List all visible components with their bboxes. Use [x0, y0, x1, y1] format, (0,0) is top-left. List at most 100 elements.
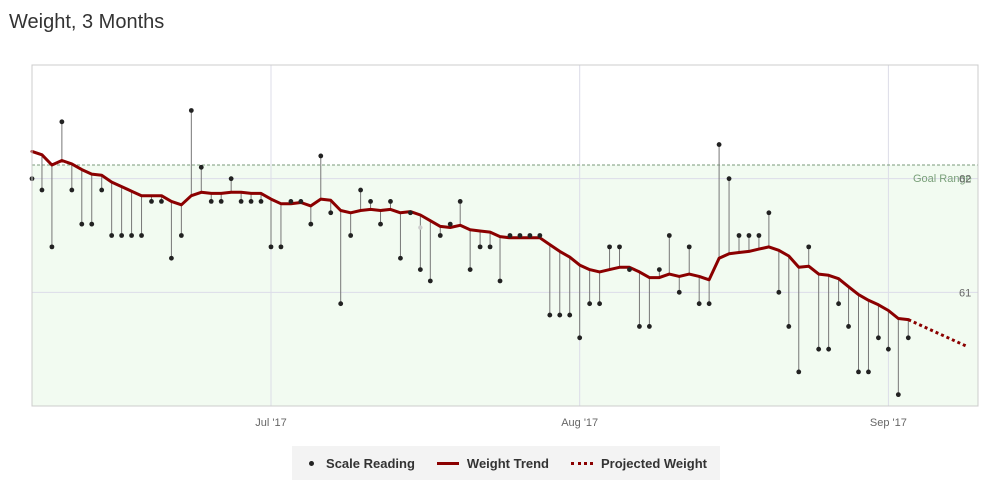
- scale-reading-point: [358, 187, 364, 193]
- scale-reading-point: [457, 199, 463, 204]
- goal-range-band: [32, 165, 978, 406]
- scale-reading-point: [746, 233, 752, 238]
- scale-reading-point: [816, 346, 822, 352]
- x-tick-labels: Jul '17 Aug '17 Sep '17: [255, 417, 907, 429]
- scale-reading-point: [856, 369, 861, 375]
- weight-trend-line: [30, 149, 910, 322]
- legend: Scale Reading Weight Trend Projected Wei…: [292, 446, 720, 480]
- scale-reading-point: [238, 199, 244, 204]
- weight-chart: Goal Range 61 62 Jul '17 Aug '17 Sep '17: [29, 64, 979, 429]
- scale-reading-point: [876, 335, 881, 341]
- scale-reading-point: [826, 346, 832, 352]
- scale-reading-point: [59, 119, 65, 125]
- scale-reading-point: [268, 244, 274, 250]
- scale-reading-point: [507, 233, 513, 238]
- x-tick-label: Jul '17: [255, 417, 286, 429]
- scale-reading-point: [477, 244, 483, 250]
- goal-range-label: Goal Range: [913, 173, 972, 185]
- scale-reading-point: [487, 244, 493, 250]
- scale-reading-point: [378, 221, 383, 227]
- scale-reading-point: [597, 301, 602, 307]
- scale-reading-point: [99, 187, 105, 193]
- scale-reading-point: [686, 244, 692, 250]
- scale-reading-point: [427, 278, 433, 284]
- scale-reading-point: [447, 221, 453, 227]
- scale-reading-point: [218, 199, 224, 204]
- scale-reading-point: [79, 221, 85, 227]
- legend-item-projected-weight[interactable]: Projected Weight: [571, 456, 707, 471]
- scale-reading-point: [547, 312, 553, 318]
- scale-reading-point: [248, 199, 254, 204]
- legend-item-weight-trend[interactable]: Weight Trend: [436, 456, 549, 471]
- scale-reading-point: [497, 278, 503, 284]
- scale-reading-point: [587, 301, 593, 307]
- legend-item-scale-reading[interactable]: Scale Reading: [305, 456, 415, 471]
- scale-reading-point: [836, 301, 841, 307]
- projected-weight-dash-icon: [571, 461, 594, 465]
- scale-reading-point: [567, 312, 573, 318]
- scale-reading-point: [418, 225, 423, 230]
- scale-reading-point: [368, 199, 373, 204]
- scale-reading-point: [736, 233, 742, 238]
- scale-reading-point: [49, 244, 55, 250]
- scale-reading-point: [557, 312, 563, 318]
- scale-reading-point: [348, 233, 354, 238]
- scale-reading-point: [706, 301, 712, 307]
- scale-reading-point: [895, 392, 901, 398]
- scale-reading-point: [517, 233, 523, 238]
- x-tick-label: Aug '17: [561, 417, 598, 429]
- scale-reading-point: [637, 324, 642, 329]
- scale-reading-point: [607, 244, 612, 250]
- scale-reading-point: [39, 187, 45, 193]
- scale-reading-point: [786, 324, 792, 329]
- scale-reading-point: [119, 233, 125, 238]
- scale-reading-point: [159, 199, 164, 204]
- page-title: Weight, 3 Months: [9, 11, 165, 33]
- scale-reading-point: [656, 267, 662, 272]
- scale-reading-point: [408, 210, 413, 216]
- scale-reading-point: [417, 267, 423, 272]
- scale-reading-point: [467, 267, 473, 272]
- scale-reading-point: [139, 233, 144, 238]
- weight-trend-line-icon: [436, 461, 459, 465]
- scale-reading-point: [129, 233, 134, 238]
- scale-reading-point: [437, 233, 443, 238]
- scale-reading-point: [228, 176, 234, 182]
- scale-reading-point: [149, 199, 154, 204]
- scale-reading-point: [796, 369, 802, 375]
- x-tick-label: Sep '17: [870, 417, 907, 429]
- scale-reading-point: [527, 233, 533, 238]
- scale-reading-point: [806, 244, 812, 250]
- scale-reading-point: [178, 233, 184, 238]
- scale-reading-point: [726, 176, 732, 182]
- scale-reading-point: [298, 199, 304, 204]
- scale-reading-point: [278, 244, 284, 250]
- scale-reading-point: [776, 289, 782, 295]
- scale-reading-point: [198, 164, 204, 170]
- scale-reading-point: [308, 221, 314, 227]
- plot-border: [31, 64, 979, 407]
- scale-reading-point: [846, 324, 851, 329]
- scale-reading-dot-icon: [309, 460, 315, 466]
- scale-reading-point: [388, 199, 393, 204]
- scale-reading-point: [288, 199, 294, 204]
- scale-reading-point: [766, 210, 772, 216]
- scale-reading-point: [905, 335, 911, 341]
- scale-reading-point: [676, 289, 682, 295]
- scale-reading-point: [577, 335, 583, 341]
- reading-stems: [31, 110, 909, 395]
- scale-reading-point: [756, 233, 762, 238]
- y-tick-label: 62: [959, 174, 971, 186]
- scale-reading-point: [109, 233, 115, 238]
- scale-reading-point: [398, 255, 403, 261]
- legend-label-scale-reading: Scale Reading: [326, 455, 415, 471]
- scale-reading-point: [318, 153, 324, 159]
- scale-reading-point: [69, 187, 75, 193]
- scale-reading-point: [328, 210, 334, 216]
- y-tick-label: 61: [959, 287, 971, 299]
- legend-label-projected-weight: Projected Weight: [601, 455, 707, 471]
- scale-reading-point: [866, 369, 871, 375]
- scale-reading-point: [169, 255, 174, 261]
- scale-reading-point: [716, 142, 722, 147]
- scale-reading-point: [208, 199, 214, 204]
